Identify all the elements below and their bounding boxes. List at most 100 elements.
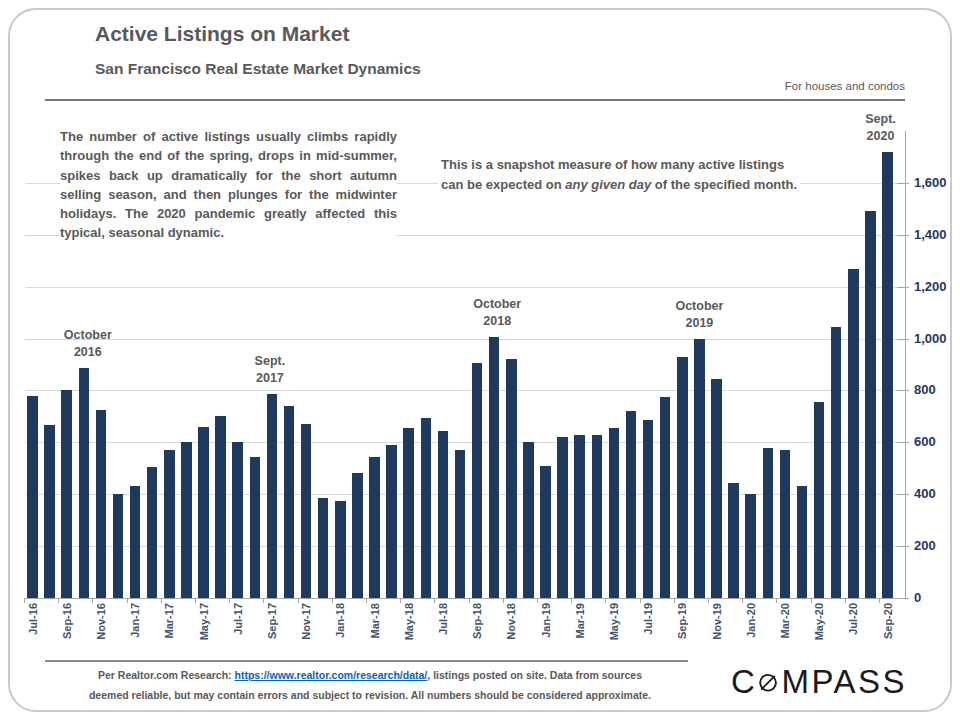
y-axis-tick-label: 1,000 (914, 330, 960, 348)
bar-Jun-19 (626, 411, 637, 598)
x-axis-tick (400, 598, 401, 603)
bar-Jun-18 (421, 418, 432, 598)
bar-May-20 (814, 402, 825, 598)
x-axis-label: May-19 (607, 603, 621, 655)
bar-Mar-18 (369, 457, 380, 598)
chart-annotation: October2018 (442, 296, 552, 330)
gridline (25, 339, 905, 340)
bar-Jul-20 (848, 269, 859, 598)
chart-annotation: Sept.2020 (826, 111, 936, 145)
bar-Jul-18 (438, 431, 449, 598)
y-axis-tick-label: 1,200 (914, 278, 960, 296)
bar-Dec-17 (318, 498, 329, 598)
compass-slashed-o-icon (758, 668, 778, 696)
x-axis-tick (708, 598, 709, 603)
bar-May-17 (198, 427, 209, 598)
source-link[interactable]: https://www.realtor.com/research/data/ (235, 669, 428, 681)
bar-Apr-17 (181, 442, 192, 598)
gridline (25, 390, 905, 391)
x-axis-label: May-17 (197, 603, 211, 655)
x-axis-tick (58, 598, 59, 603)
bar-Jul-19 (643, 420, 654, 598)
bar-Nov-16 (96, 410, 107, 598)
commentary-paragraph: The number of active listings usually cl… (60, 127, 397, 243)
x-axis-label: Nov-16 (94, 603, 108, 655)
y-axis-tick-label: 200 (914, 537, 960, 555)
footer-line1: Per Realtor.com Research: https://www.re… (45, 665, 695, 685)
x-axis-label: May-18 (402, 603, 416, 655)
x-axis-tick (24, 598, 25, 603)
bar-Oct-17 (284, 406, 295, 598)
bar-Oct-16 (79, 368, 90, 598)
x-axis-line (25, 598, 905, 599)
x-axis-tick (571, 598, 572, 603)
x-axis-label: Sep-20 (881, 603, 895, 655)
bar-Sep-18 (472, 363, 483, 598)
bar-Mar-19 (574, 435, 585, 598)
compass-logo-suffix: MPASS (781, 663, 907, 701)
y-axis-tick (897, 494, 909, 495)
x-axis-tick (742, 598, 743, 603)
x-axis-label: Mar-17 (162, 603, 176, 655)
bar-Aug-20 (865, 211, 876, 598)
bar-Aug-18 (455, 450, 466, 598)
bar-Nov-18 (506, 359, 517, 598)
x-axis-tick (229, 598, 230, 603)
x-axis-tick (537, 598, 538, 603)
y-axis-tick-label: 800 (914, 381, 960, 399)
footer-note: Per Realtor.com Research: https://www.re… (45, 665, 695, 705)
y-axis-tick (897, 339, 909, 340)
y-axis-tick (897, 235, 909, 236)
x-axis-label: Jan-20 (744, 603, 758, 655)
x-axis-label: Jul-18 (436, 603, 450, 655)
y-axis-tick-label: 600 (914, 433, 960, 451)
x-axis-label: Nov-19 (710, 603, 724, 655)
x-axis-label: Sep-19 (675, 603, 689, 655)
gridline (25, 442, 905, 443)
y-axis-tick (897, 287, 909, 288)
x-axis-label: Jul-17 (231, 603, 245, 655)
bar-May-19 (609, 428, 620, 598)
y-axis-tick-label: 400 (914, 485, 960, 503)
bar-Jan-17 (130, 486, 141, 598)
bar-Feb-17 (147, 467, 158, 598)
bar-Jul-16 (27, 396, 38, 598)
x-axis-label: Jan-18 (333, 603, 347, 655)
bar-Jun-20 (831, 327, 842, 598)
snapshot-line1: This is a snapshot measure of how many a… (441, 157, 784, 172)
chart-annotation: October2016 (33, 327, 143, 361)
bar-Jun-17 (215, 416, 226, 598)
snapshot-line2-post: of the specified month. (651, 177, 797, 192)
footer-line1-prefix: Per Realtor.com Research: (98, 669, 235, 681)
compass-logo-prefix: C (731, 663, 757, 701)
x-axis-label: Sep-17 (265, 603, 279, 655)
x-axis-label: Jul-20 (846, 603, 860, 655)
y-axis-tick (897, 183, 909, 184)
bar-Mar-20 (780, 450, 791, 598)
x-axis-label: Mar-20 (778, 603, 792, 655)
gridline (25, 287, 905, 288)
bar-Jan-20 (745, 494, 756, 598)
bar-Aug-17 (250, 457, 261, 598)
footer-divider (45, 660, 688, 662)
bar-Oct-18 (489, 337, 500, 598)
snapshot-line2-italic: any given day (565, 177, 651, 192)
bar-Sep-19 (677, 357, 688, 598)
x-axis-label: Nov-17 (299, 603, 313, 655)
x-axis-label: Jan-17 (128, 603, 142, 655)
x-axis-label: May-20 (812, 603, 826, 655)
bar-Sep-20 (882, 152, 893, 598)
x-axis-tick (195, 598, 196, 603)
y-axis-tick (897, 390, 909, 391)
bar-Apr-18 (386, 445, 397, 598)
slide: Active Listings on Market San Francisco … (0, 0, 960, 720)
snapshot-note: This is a snapshot measure of how many a… (438, 155, 800, 195)
bar-Aug-19 (660, 397, 671, 598)
x-axis-label: Sep-16 (60, 603, 74, 655)
bar-Nov-19 (711, 379, 722, 598)
bar-Dec-18 (523, 442, 534, 598)
y-axis-tick-label: 1,600 (914, 174, 960, 192)
y-axis-tick-label: 1,400 (914, 226, 960, 244)
bar-Sep-16 (61, 390, 72, 598)
bar-Mar-17 (164, 450, 175, 598)
